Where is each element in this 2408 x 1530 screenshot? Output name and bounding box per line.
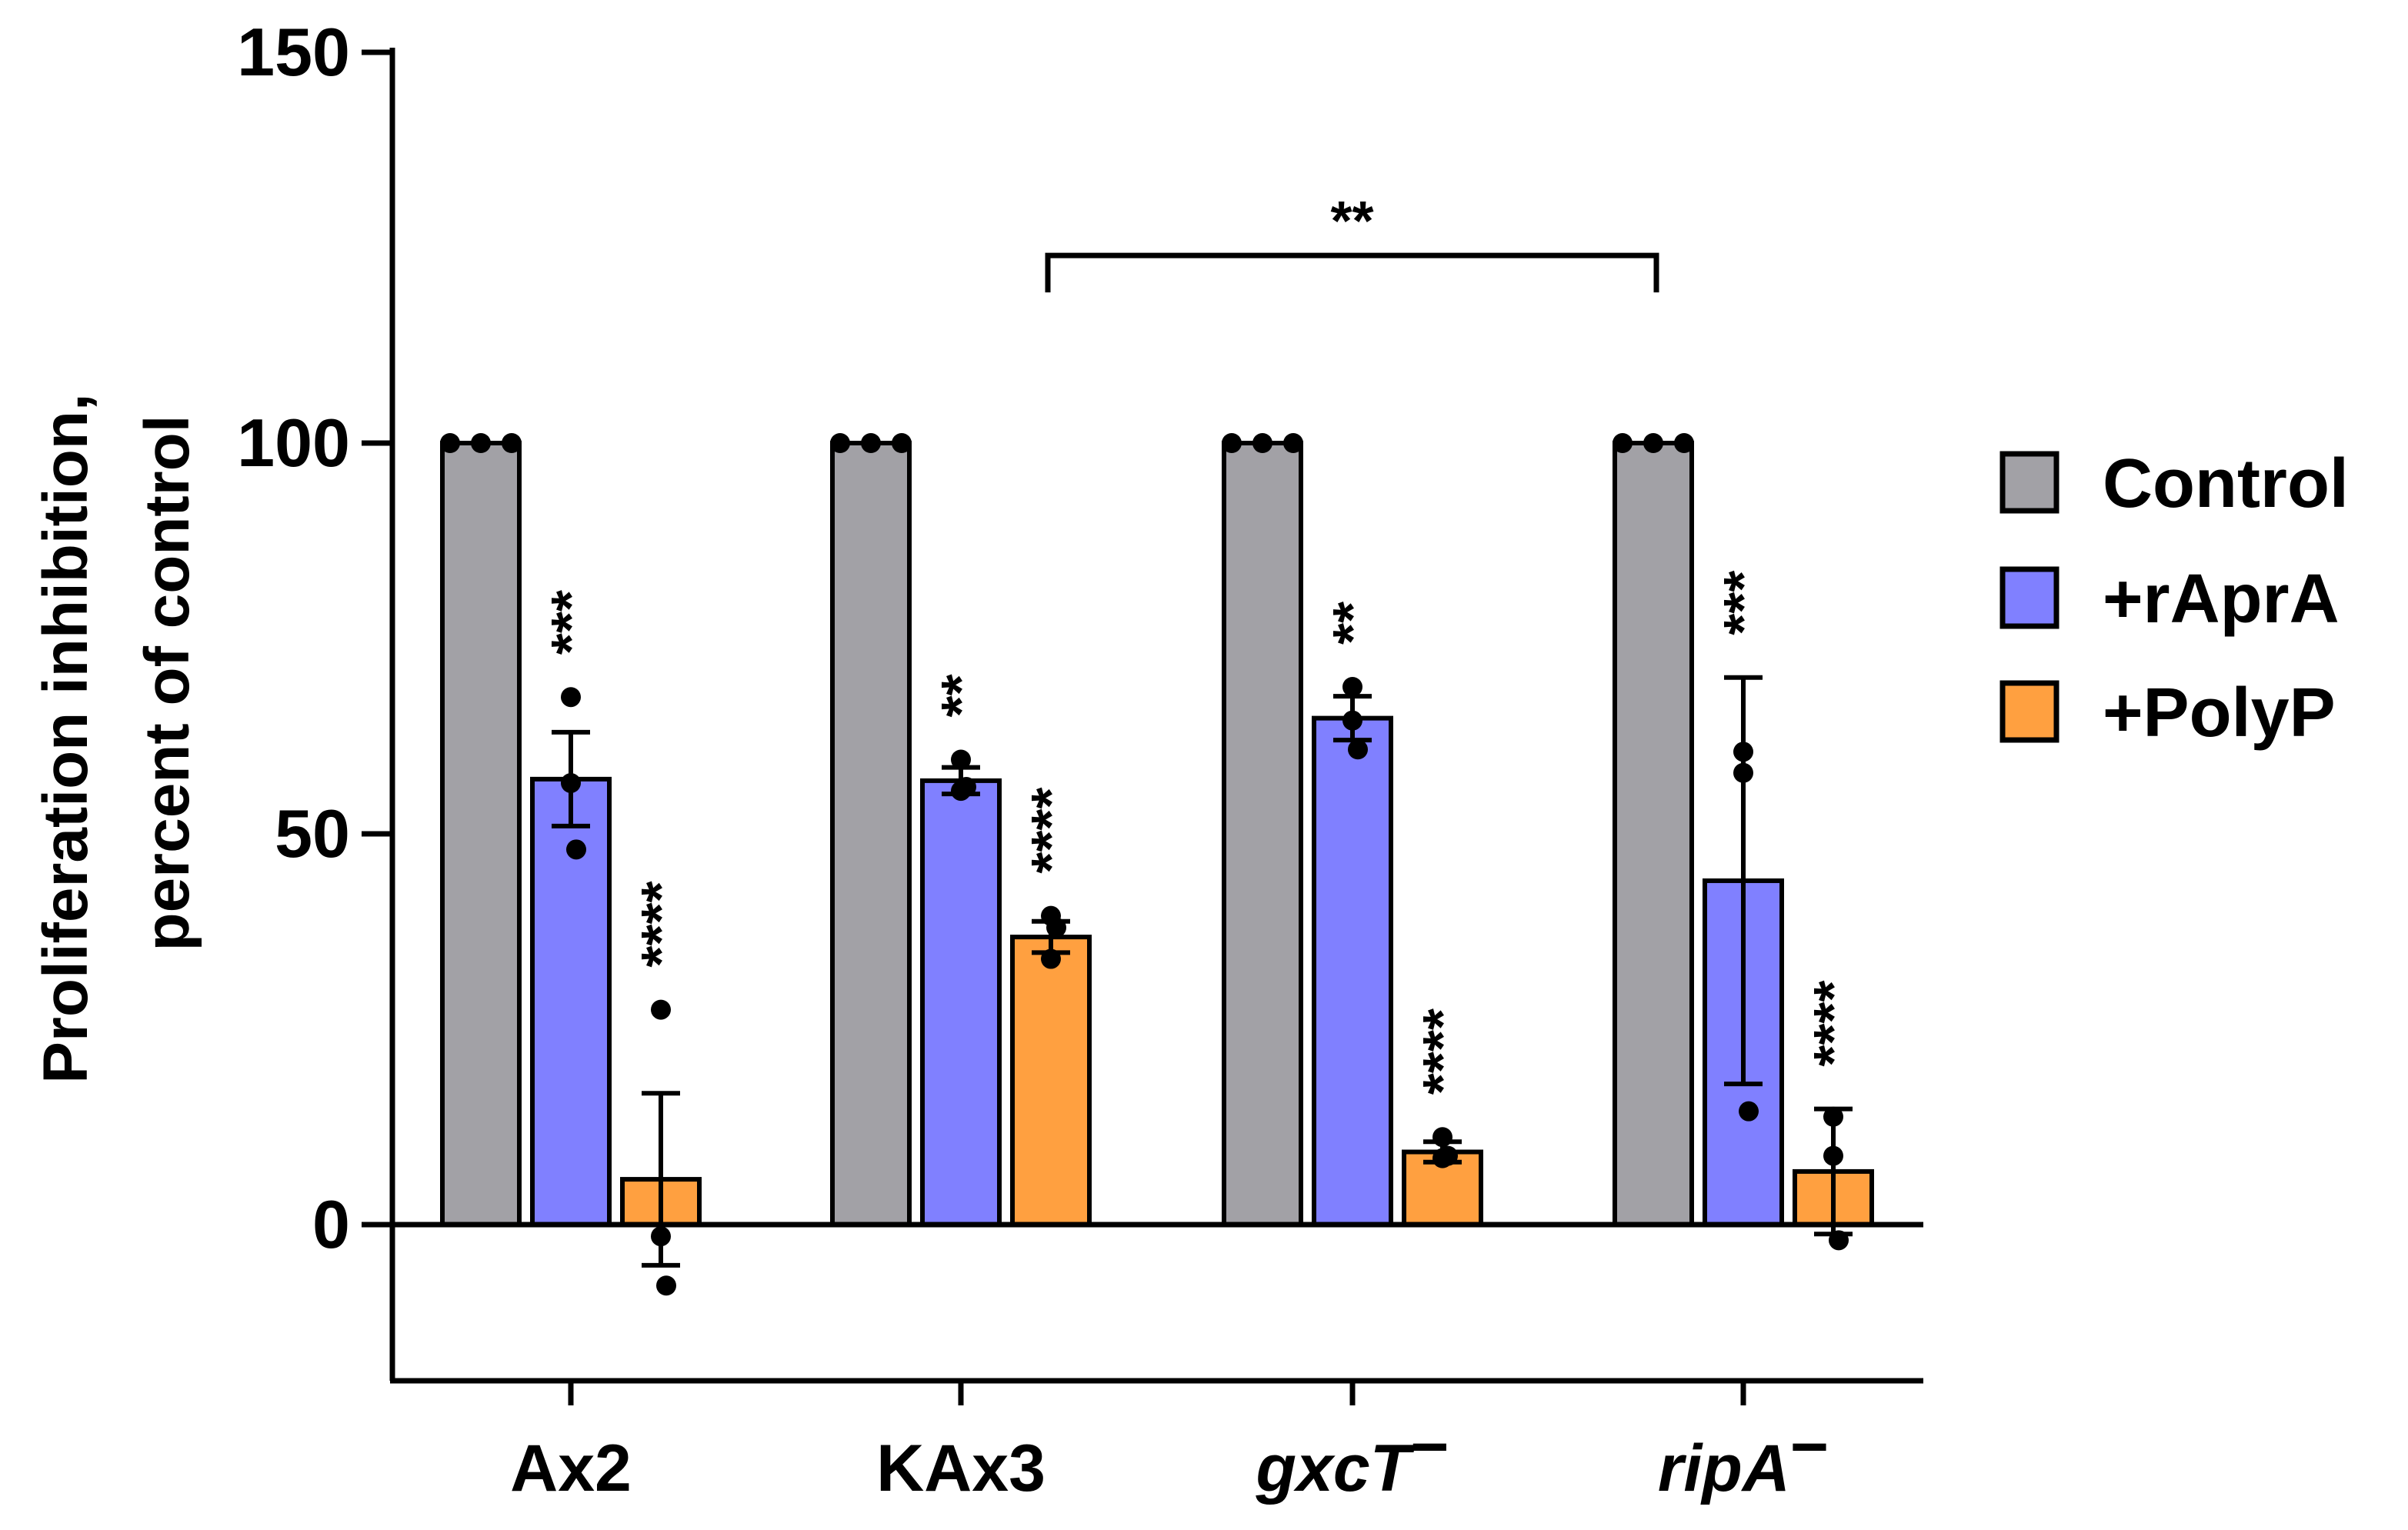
data-point (440, 433, 460, 453)
data-point (951, 749, 971, 770)
x-tick-label-1: KAx3 (876, 1432, 1046, 1505)
data-point (656, 1275, 676, 1296)
data-point (1613, 433, 1633, 453)
data-point (1674, 433, 1694, 453)
data-point (861, 433, 881, 453)
x-tick-label-0: Ax2 (510, 1432, 632, 1505)
significance-stars: ** (931, 674, 992, 717)
x-tick-label-2: gxcT− (1256, 1410, 1449, 1505)
significance-stars: **** (631, 882, 692, 968)
data-point (1252, 433, 1272, 453)
data-point (1283, 433, 1303, 453)
bar-rapra-2 (1312, 715, 1393, 1227)
bar-polyp-2 (1402, 1149, 1483, 1227)
error-bars-layer (552, 675, 1853, 1268)
y-axis-title-line1: Proliferation inhibition, (31, 393, 101, 1083)
legend-label-0: Control (2103, 445, 2349, 522)
x-tick-label-3: ripA− (1658, 1410, 1829, 1505)
data-point (502, 433, 522, 453)
bracket-label: ** (1330, 191, 1373, 252)
data-point (830, 433, 850, 453)
y-tick-label: 100 (237, 405, 350, 481)
bars-layer (440, 441, 1874, 1228)
significance-stars: **** (1412, 1008, 1474, 1095)
bar-rapra-1 (920, 778, 1002, 1227)
data-point (1342, 676, 1362, 697)
bar-control-0 (440, 441, 522, 1227)
data-point (1643, 433, 1663, 453)
data-point (566, 839, 586, 860)
comparison-bracket: ** (1045, 191, 1659, 293)
legend-label-1: +rAprA (2103, 561, 2340, 638)
data-point (561, 687, 581, 708)
y-axis-title: Proliferation inhibition, percent of con… (31, 393, 202, 1083)
y-tick-label: 0 (312, 1186, 350, 1262)
data-point (1739, 1101, 1759, 1122)
data-point (471, 433, 491, 453)
y-tick-label: 50 (275, 795, 350, 872)
significance-stars: **** (1803, 981, 1865, 1067)
bar-polyp-1 (1010, 935, 1092, 1228)
bar-control-1 (830, 441, 912, 1227)
data-point (892, 433, 912, 453)
data-point (1348, 739, 1368, 760)
significance-stars: **** (1021, 788, 1082, 874)
legend: Control +rAprA +PolyP (1999, 445, 2349, 752)
data-point (1222, 433, 1242, 453)
data-point (651, 999, 671, 1020)
y-tick-label: 150 (237, 14, 350, 90)
bracket-line (1045, 252, 1659, 293)
significance-stars: ** (1322, 602, 1384, 645)
significance-stars: *** (1713, 571, 1775, 635)
y-axis-title-line2: percent of control (132, 415, 202, 951)
legend-swatch-0 (1999, 451, 2059, 514)
legend-label-2: +PolyP (2103, 675, 2336, 752)
legend-swatch-1 (1999, 566, 2059, 629)
significance-stars-layer: ******* *************** **** (541, 571, 1865, 1095)
bar-control-2 (1222, 441, 1303, 1227)
significance-stars: *** (541, 590, 602, 655)
legend-swatch-2 (1999, 680, 2059, 743)
bar-control-3 (1613, 441, 1694, 1227)
